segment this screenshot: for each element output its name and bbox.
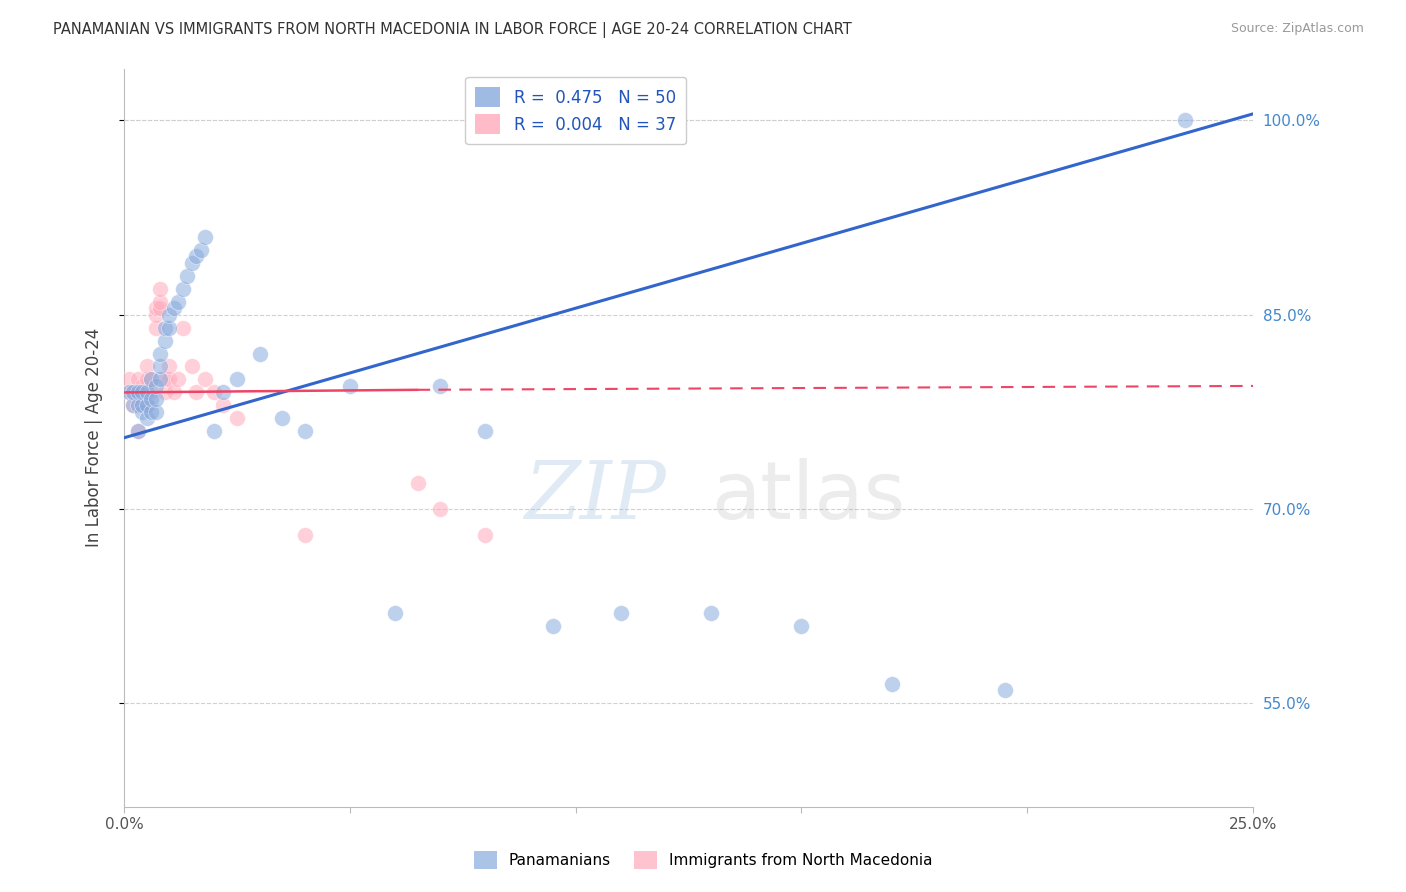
Point: [117, 385, 139, 400]
Point: [994, 683, 1017, 698]
Text: atlas: atlas: [711, 458, 905, 536]
Point: [610, 606, 633, 620]
Point: [145, 301, 167, 316]
Point: [294, 528, 316, 542]
Point: [212, 385, 235, 400]
Point: [149, 346, 172, 360]
Point: [176, 268, 198, 283]
Point: [135, 411, 157, 425]
Point: [149, 294, 172, 309]
Point: [474, 424, 496, 438]
Point: [167, 294, 190, 309]
Point: [226, 411, 249, 425]
Point: [204, 424, 226, 438]
Point: [135, 385, 157, 400]
Point: [429, 379, 451, 393]
Point: [127, 385, 149, 400]
Point: [131, 398, 153, 412]
Point: [131, 398, 153, 412]
Point: [153, 320, 176, 334]
Point: [180, 256, 202, 270]
Point: [157, 372, 180, 386]
Point: [127, 424, 149, 438]
Legend: Panamanians, Immigrants from North Macedonia: Panamanians, Immigrants from North Maced…: [467, 845, 939, 875]
Point: [474, 528, 496, 542]
Point: [141, 372, 163, 386]
Point: [127, 398, 149, 412]
Point: [122, 385, 145, 400]
Point: [141, 392, 163, 406]
Point: [145, 392, 167, 406]
Point: [172, 320, 194, 334]
Point: [700, 606, 723, 620]
Point: [127, 385, 149, 400]
Point: [271, 411, 294, 425]
Point: [190, 243, 212, 257]
Text: PANAMANIAN VS IMMIGRANTS FROM NORTH MACEDONIA IN LABOR FORCE | AGE 20-24 CORRELA: PANAMANIAN VS IMMIGRANTS FROM NORTH MACE…: [53, 22, 852, 38]
Point: [149, 372, 172, 386]
Point: [145, 320, 167, 334]
Point: [294, 424, 316, 438]
Point: [127, 424, 149, 438]
Point: [149, 359, 172, 374]
Point: [163, 301, 186, 316]
Point: [149, 282, 172, 296]
Point: [157, 320, 180, 334]
Point: [880, 677, 903, 691]
Point: [131, 379, 153, 393]
Point: [186, 385, 208, 400]
Point: [186, 249, 208, 263]
Legend: R =  0.475   N = 50, R =  0.004   N = 37: R = 0.475 N = 50, R = 0.004 N = 37: [465, 77, 686, 145]
Point: [135, 398, 157, 412]
Point: [226, 372, 249, 386]
Point: [153, 334, 176, 348]
Point: [127, 372, 149, 386]
Point: [145, 379, 167, 393]
Point: [429, 502, 451, 516]
Point: [149, 301, 172, 316]
Point: [141, 385, 163, 400]
Point: [384, 606, 406, 620]
Point: [406, 476, 429, 491]
Point: [212, 398, 235, 412]
Point: [180, 359, 202, 374]
Point: [167, 372, 190, 386]
Point: [131, 385, 153, 400]
Point: [157, 308, 180, 322]
Point: [135, 372, 157, 386]
Point: [153, 372, 176, 386]
Point: [790, 618, 813, 632]
Point: [153, 385, 176, 400]
Point: [145, 405, 167, 419]
Text: Source: ZipAtlas.com: Source: ZipAtlas.com: [1230, 22, 1364, 36]
Point: [122, 398, 145, 412]
Point: [204, 385, 226, 400]
Point: [117, 372, 139, 386]
Point: [131, 405, 153, 419]
Point: [194, 372, 217, 386]
Point: [135, 359, 157, 374]
Point: [339, 379, 361, 393]
Point: [194, 230, 217, 244]
Y-axis label: In Labor Force | Age 20-24: In Labor Force | Age 20-24: [86, 328, 103, 548]
Point: [249, 346, 271, 360]
Point: [145, 308, 167, 322]
Point: [135, 398, 157, 412]
Point: [163, 385, 186, 400]
Point: [541, 618, 564, 632]
Point: [1174, 113, 1197, 128]
Point: [122, 398, 145, 412]
Point: [141, 405, 163, 419]
Point: [117, 385, 139, 400]
Point: [157, 359, 180, 374]
Text: ZIP: ZIP: [524, 458, 666, 535]
Point: [141, 372, 163, 386]
Point: [122, 385, 145, 400]
Point: [172, 282, 194, 296]
